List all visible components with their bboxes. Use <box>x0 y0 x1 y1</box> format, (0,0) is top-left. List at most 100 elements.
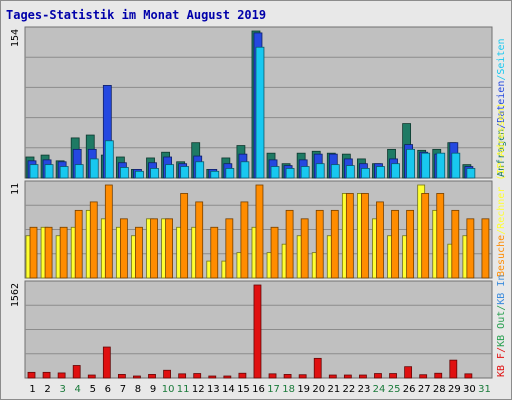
hits-seiten-bar <box>150 168 159 179</box>
x-tick-label: 18 <box>282 384 295 395</box>
visits-besuche-bar <box>285 209 294 279</box>
x-tick-label: 9 <box>150 384 156 395</box>
x-tick-label: 3 <box>59 384 65 395</box>
visits-legend: Besuche/Rechner (IP-Adressen) <box>496 102 507 277</box>
kbytes-kb_f-bar <box>359 374 367 379</box>
kbytes-kb_f-bar <box>374 373 382 379</box>
hits-seiten-bar <box>89 158 99 179</box>
legend-entry: Besuche <box>496 235 507 277</box>
visits-besuche-bar <box>150 218 158 279</box>
legend-entry: / <box>496 305 507 311</box>
visits-besuche-bar <box>466 218 475 279</box>
chart-panels: 154 11 1562 <box>10 26 493 379</box>
legend-entry: Anfragen <box>496 129 507 177</box>
visits-besuche-bar <box>255 184 264 279</box>
visits-besuche-bar <box>315 209 324 279</box>
kbytes-kb_f-bar <box>178 373 187 379</box>
x-tick-label: 5 <box>90 384 96 395</box>
hits-seiten-bar <box>270 166 280 179</box>
kbytes-kb_f-bar <box>133 375 141 379</box>
kbytes-kb_f-bar <box>253 284 262 379</box>
visits-besuche-bar <box>330 209 339 279</box>
visits-besuche-bar <box>345 193 354 279</box>
hits-seiten-bar <box>135 170 144 179</box>
legend-entry: Dateien <box>496 81 507 123</box>
x-tick-label: 2 <box>44 384 50 395</box>
kbytes-kb_f-bar <box>283 374 292 379</box>
kbytes-kb_f-bar <box>313 357 322 379</box>
x-tick-label: 8 <box>135 384 141 395</box>
hits-seiten-bar <box>165 164 174 179</box>
visits-besuche-bar <box>225 218 234 279</box>
kbytes-kb_f-bar <box>419 374 428 379</box>
visits-besuche-bar <box>135 226 143 279</box>
kbytes-kb_f-bar <box>449 359 458 379</box>
legend-entry: Rechner (IP-Adressen) <box>496 102 507 228</box>
hits-seiten-bar <box>210 170 220 179</box>
legend-entry: / <box>496 229 507 235</box>
x-tick-label: 29 <box>448 384 461 395</box>
x-tick-label: 31 <box>478 384 491 395</box>
visits-besuche-bar <box>180 193 189 279</box>
x-tick-label: 21 <box>327 384 340 395</box>
x-tick-label: 15 <box>237 384 250 395</box>
kbytes-kb_f-bar <box>148 374 156 379</box>
legend-entry: KB In <box>496 275 507 305</box>
kbytes-kb_f-bar <box>223 375 232 379</box>
kbytes-kb_f-bar <box>238 372 247 379</box>
visits-besuche-bar <box>210 226 219 279</box>
legend-entry: / <box>496 347 507 353</box>
x-tick-label: 10 <box>162 384 175 395</box>
chart-title: Tages-Statistik im Monat August 2019 <box>6 8 266 22</box>
hits-seiten-bar <box>195 161 205 179</box>
hits-seiten-bar <box>104 140 114 179</box>
x-tick-label: 12 <box>192 384 205 395</box>
x-tick-label: 16 <box>252 384 265 395</box>
x-tick-label: 24 <box>373 384 386 395</box>
x-tick-label: 19 <box>297 384 310 395</box>
hits-seiten-bar <box>361 168 370 179</box>
x-axis-day-labels: 1 2 3 4 5 6 7 8 9 10 11 12 13 14 15 16 17 18 19 20 21 22 23 24 2… <box>29 384 490 395</box>
hits-seiten-bar <box>180 166 190 179</box>
hits-seiten-bar <box>436 152 446 179</box>
visits-ymax-label: 11 <box>10 183 21 195</box>
visits-besuche-bar <box>391 209 399 279</box>
hits-seiten-bar <box>285 168 295 179</box>
visits-besuche-bar <box>44 226 53 279</box>
hits-seiten-bar <box>240 161 250 179</box>
x-tick-label: 22 <box>343 384 356 395</box>
kbytes-kb_f-bar <box>102 346 111 379</box>
visits-besuche-bar <box>59 226 68 279</box>
visits-besuche-bar <box>29 226 38 279</box>
x-tick-label: 27 <box>418 384 431 395</box>
kbytes-kb_f-bar <box>464 373 473 379</box>
hits-panel: 154 <box>10 26 493 179</box>
hits-seiten-bar <box>29 164 39 179</box>
visits-besuche-bar <box>481 218 490 279</box>
legend-entry: / <box>496 123 507 129</box>
kbytes-kb_f-bar <box>343 374 352 379</box>
hits-seiten-bar <box>345 165 355 179</box>
visits-besuche-bar <box>165 218 173 279</box>
hits-seiten-bar <box>421 152 431 179</box>
hits-seiten-bar <box>74 164 84 179</box>
visits-besuche-bar <box>270 226 279 279</box>
kbytes-kb_f-bar <box>27 371 36 379</box>
kbytes-kb_f-bar <box>193 373 202 379</box>
legend-entry: / <box>496 75 507 81</box>
kbytes-kb_f-bar <box>389 373 397 379</box>
kbytes-kb_f-bar <box>208 375 217 379</box>
x-tick-label: 11 <box>177 384 190 395</box>
kbytes-kb_f-bar <box>163 369 171 379</box>
hits-legend: Anfragen/Dateien/Seiten <box>496 38 507 177</box>
visits-besuche-bar <box>89 201 98 279</box>
kbytes-kb_f-bar <box>298 374 307 379</box>
legend-entry: KB F <box>496 353 507 377</box>
visits-besuche-bar <box>376 201 384 279</box>
kbytes-kb_f-bar <box>268 373 277 379</box>
legend-entry: KB Out <box>496 311 507 347</box>
hits-seiten-bar <box>315 163 325 179</box>
hits-ymax-label: 154 <box>10 29 21 47</box>
